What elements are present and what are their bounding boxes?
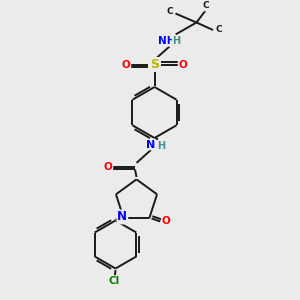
Text: O: O xyxy=(162,217,171,226)
Text: NH: NH xyxy=(158,35,175,46)
Text: H: H xyxy=(157,141,165,151)
Text: C: C xyxy=(166,8,173,16)
Text: S: S xyxy=(150,58,159,71)
Text: H: H xyxy=(172,35,181,46)
Text: H: H xyxy=(167,35,175,46)
Text: N: N xyxy=(146,140,155,150)
Text: O: O xyxy=(178,59,188,70)
Text: N: N xyxy=(158,34,167,45)
Text: Cl: Cl xyxy=(108,276,120,286)
Text: O: O xyxy=(122,59,130,70)
Text: C: C xyxy=(202,2,209,10)
Text: C: C xyxy=(216,26,222,34)
Text: O: O xyxy=(103,161,112,172)
Text: N: N xyxy=(117,211,127,224)
